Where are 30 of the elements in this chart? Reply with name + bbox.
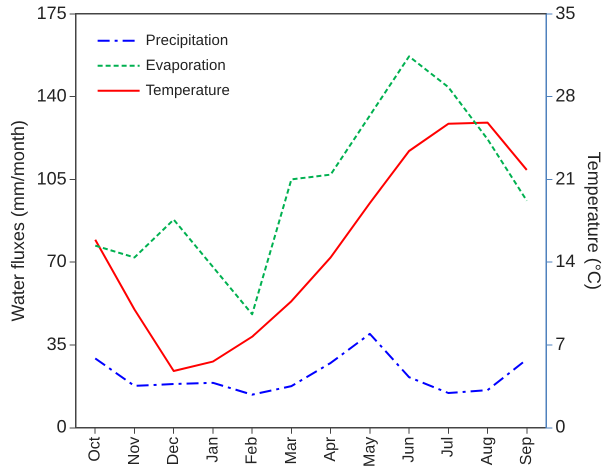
x-tick-label: Nov bbox=[126, 436, 143, 466]
y-tick-label: 140 bbox=[36, 86, 67, 106]
y2-tick-label: 14 bbox=[555, 251, 576, 272]
y2-tick-label: 7 bbox=[555, 334, 566, 354]
y-tick-label: 175 bbox=[36, 2, 67, 23]
x-tick-label: Apr bbox=[322, 436, 340, 462]
y2-tick-label: 0 bbox=[555, 416, 566, 437]
y2-tick-label: 28 bbox=[555, 86, 576, 106]
y-tick-label: 70 bbox=[46, 251, 67, 272]
x-tick-label: Feb bbox=[244, 436, 261, 464]
x-tick-label: Dec bbox=[165, 436, 182, 466]
x-tick-label: Aug bbox=[478, 436, 496, 466]
y-tick-label: 0 bbox=[56, 416, 67, 437]
y-tick-label: 35 bbox=[46, 334, 67, 354]
x-tick-label: Jun bbox=[400, 436, 418, 463]
y2-tick-label: 21 bbox=[555, 168, 576, 188]
x-tick-label: Oct bbox=[86, 436, 104, 462]
y-axis-title: Water fluxes (mm/month) bbox=[8, 120, 28, 322]
y-tick-label: 105 bbox=[36, 168, 67, 188]
y2-tick-label: 35 bbox=[555, 2, 576, 23]
legend-label: Temperature bbox=[146, 82, 230, 99]
legend-label: Precipitation bbox=[146, 32, 228, 49]
x-tick-label: Jan bbox=[204, 436, 222, 463]
x-tick-label: Jul bbox=[440, 436, 457, 458]
x-tick-label: May bbox=[361, 436, 378, 468]
x-tick-label: Mar bbox=[282, 436, 300, 464]
y2-axis-title: Temperature (°C) bbox=[584, 152, 604, 290]
legend-label: Evaporation bbox=[146, 56, 226, 74]
line-series bbox=[94, 55, 528, 316]
x-tick-label: Sep bbox=[518, 436, 536, 466]
